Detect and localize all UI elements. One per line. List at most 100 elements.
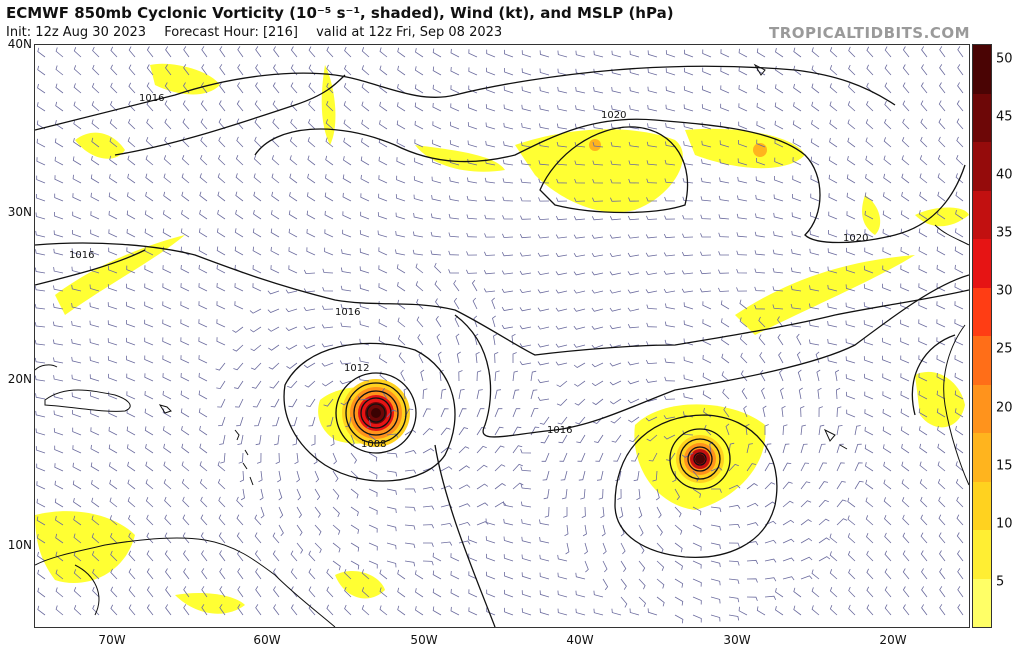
wind-barb (90, 229, 100, 238)
wind-barb (126, 408, 136, 418)
wind-barb (379, 605, 388, 616)
wind-barb (344, 586, 352, 598)
wind-barb (537, 252, 550, 257)
wind-barb (236, 416, 244, 427)
wind-barb (361, 65, 370, 76)
wind-barb (146, 118, 154, 130)
wind-barb (902, 532, 910, 544)
wind-barb (90, 174, 100, 184)
wind-barb (145, 136, 154, 148)
wind-barb (55, 83, 64, 94)
colorbar-tick-label: 25 (996, 341, 1013, 357)
wind-barb (818, 481, 829, 490)
wind-barb (267, 326, 280, 332)
wind-barb (882, 337, 892, 346)
wind-barb (236, 118, 244, 130)
wind-barb (818, 518, 830, 526)
wind-barb (591, 380, 604, 387)
wind-barb (270, 228, 280, 238)
wind-barb (308, 568, 316, 580)
wind-barb (199, 425, 208, 436)
wind-barb (165, 586, 172, 598)
wind-barb (954, 390, 964, 400)
vorticity-shading (35, 63, 969, 614)
wind-barb (110, 604, 118, 616)
wind-barb (54, 156, 64, 166)
wind-barb (595, 452, 604, 462)
wind-barb (128, 100, 136, 112)
wind-barb (53, 357, 64, 364)
wind-barb (793, 102, 802, 112)
wind-barb (746, 522, 759, 527)
wind-barb (828, 229, 838, 238)
wind-barb (520, 501, 532, 508)
wind-barb (882, 228, 892, 238)
wind-barb (772, 268, 784, 274)
wind-barb (501, 252, 514, 257)
wind-barb (540, 434, 550, 444)
wind-barb (865, 155, 874, 166)
wind-barb (836, 406, 842, 418)
wind-barb (268, 362, 280, 370)
wind-barb (580, 488, 586, 500)
wind-barb (53, 267, 64, 274)
wind-barb (89, 284, 100, 292)
wind-barb (53, 303, 64, 310)
wind-barb (181, 155, 190, 166)
wind-barb (396, 175, 406, 184)
wind-barb (521, 86, 532, 94)
wind-barb (484, 196, 496, 202)
wind-barb (918, 373, 928, 382)
wind-barb (89, 356, 100, 364)
wind-barb (601, 524, 606, 537)
wind-barb (772, 286, 784, 292)
wind-barb (494, 483, 506, 490)
wind-barb (235, 154, 244, 166)
wind-barb (774, 139, 784, 148)
wind-barb (556, 197, 568, 202)
wind-barb (110, 100, 118, 112)
wind-barb (361, 119, 370, 130)
wind-barb (758, 334, 766, 346)
wind-barb (308, 100, 316, 112)
wind-barb (809, 303, 820, 310)
wind-barb (800, 556, 813, 562)
wind-barb (325, 155, 334, 166)
wind-barb (448, 269, 459, 274)
wind-barb (37, 65, 46, 76)
isobar-labels: 1016 1016 1016 1016 1020 1020 1012 1008 (69, 93, 868, 450)
wind-barb (350, 470, 358, 482)
wind-barb (109, 155, 118, 166)
wind-barb (422, 524, 434, 529)
wind-barb (430, 231, 442, 238)
wind-barb (379, 101, 388, 112)
wind-barb (359, 284, 370, 292)
wind-barb (503, 554, 514, 562)
wind-barb (956, 136, 964, 148)
coast-hispaniola (44, 389, 131, 412)
wind-barb (200, 154, 208, 166)
brand-watermark: TROPICALTIDBITS.COM (769, 24, 970, 42)
wind-barb (901, 191, 910, 202)
wind-barb (900, 265, 910, 274)
wind-barb (107, 302, 118, 310)
wind-barb (521, 519, 532, 526)
wind-barb (756, 48, 766, 58)
wind-barb (782, 576, 795, 581)
wind-barb (582, 524, 587, 537)
wind-barb (702, 390, 712, 400)
wind-barb (555, 234, 568, 239)
wind-barb (836, 443, 844, 454)
wind-barb (866, 550, 874, 562)
wind-barb (126, 373, 136, 382)
wind-barb (306, 398, 316, 408)
wind-barb (350, 524, 360, 534)
wind-barb (476, 521, 489, 526)
wind-barb (829, 551, 838, 562)
wind-barb (938, 496, 946, 508)
wind-barb (145, 497, 154, 508)
wind-barb (491, 297, 496, 310)
wind-barb (683, 302, 694, 310)
wind-barb (440, 522, 453, 528)
wind-barb (702, 319, 712, 328)
